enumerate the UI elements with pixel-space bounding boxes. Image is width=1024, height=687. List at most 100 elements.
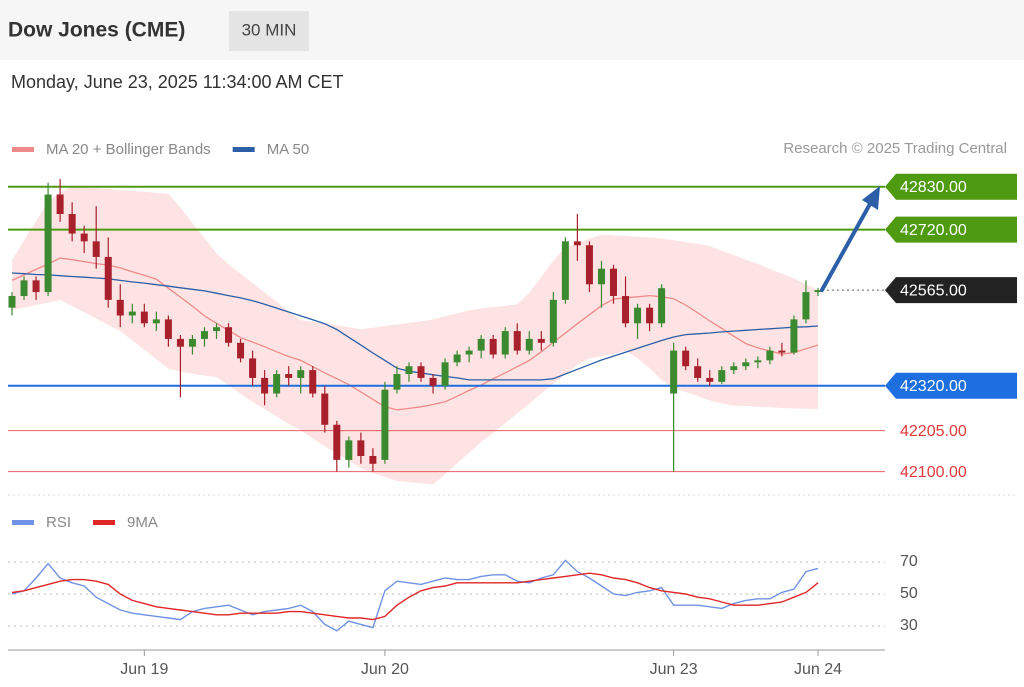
- candle-body: [152, 319, 160, 324]
- candle-body: [116, 299, 124, 316]
- candle-body: [489, 338, 497, 355]
- forecast-arrow-head: [862, 186, 880, 210]
- candle-body: [128, 311, 136, 316]
- candle-body: [766, 350, 774, 361]
- candle-body: [225, 327, 233, 343]
- level-label-box: [885, 216, 1017, 243]
- candle-body: [92, 241, 100, 257]
- candle-body: [68, 214, 76, 234]
- subtitle: Monday, June 23, 2025 11:34:00 AM CET: [11, 72, 344, 92]
- candle-body: [453, 354, 461, 363]
- candle-body: [237, 342, 245, 359]
- level-label-box: [885, 173, 1017, 200]
- candle-body: [477, 338, 485, 351]
- candle-body: [778, 350, 786, 353]
- overlay-line: [11, 257, 819, 411]
- candle-body: [32, 280, 40, 293]
- x-tick-label: Jun 19: [120, 661, 168, 678]
- candle-body: [345, 440, 353, 460]
- candle-body: [429, 377, 437, 386]
- candle-body: [249, 358, 257, 378]
- candle-body: [188, 338, 196, 347]
- candle-body: [261, 377, 269, 394]
- candle-body: [597, 268, 605, 285]
- legend-label: RSI: [46, 514, 71, 531]
- candle-body: [80, 233, 88, 242]
- candle-body: [525, 338, 533, 351]
- candle-body: [682, 350, 690, 367]
- candle-body: [658, 288, 666, 324]
- candle-body: [670, 350, 678, 394]
- candle-body: [369, 455, 377, 464]
- candle-body: [381, 389, 389, 460]
- level-label: 42830.00: [900, 179, 967, 196]
- candle-body: [622, 295, 630, 324]
- candle-body: [176, 338, 184, 347]
- candle-body: [790, 319, 798, 353]
- candle-body: [309, 370, 317, 394]
- candle-body: [465, 350, 473, 355]
- source: Research © 2025 Trading Central: [783, 140, 1007, 157]
- candle-body: [200, 331, 208, 339]
- legend-label: MA 50: [267, 141, 310, 158]
- candle-body: [634, 307, 642, 324]
- rsi-line: [11, 559, 819, 632]
- bollinger-band: [12, 186, 818, 485]
- candle-body: [56, 194, 64, 215]
- candle-body: [742, 362, 750, 367]
- candle-body: [441, 362, 449, 386]
- candle-body: [417, 366, 425, 378]
- legend-swatch: [12, 520, 34, 525]
- candle-body: [549, 299, 557, 343]
- chart-title: Dow Jones (CME): [8, 19, 185, 42]
- candle-body: [273, 374, 281, 394]
- candle-body: [285, 374, 293, 378]
- x-tick-label: Jun 24: [794, 661, 842, 678]
- x-tick-label: Jun 23: [650, 661, 698, 678]
- candle-body: [754, 360, 762, 363]
- candle-body: [694, 366, 702, 378]
- candle-body: [393, 374, 401, 390]
- legend-swatch: [12, 147, 34, 152]
- candle-body: [501, 331, 509, 355]
- candle-body: [297, 370, 305, 378]
- legend-swatch: [232, 147, 255, 152]
- candle-body: [405, 366, 413, 375]
- candle-body: [646, 307, 654, 324]
- candle-body: [333, 424, 341, 460]
- y-tick-label: 30: [900, 617, 918, 634]
- level-label: 42720.00: [900, 222, 967, 239]
- level-label: 42100.00: [900, 464, 967, 481]
- candle-body: [104, 256, 112, 300]
- rsi-panel: RSI 9MA 30 50 70: [8, 514, 918, 634]
- candle-body: [802, 292, 810, 320]
- level-label-box: [885, 277, 1017, 304]
- legend-swatch: [93, 520, 116, 525]
- candle-body: [537, 338, 545, 343]
- interval: 30 MIN: [242, 20, 297, 39]
- candle-body: [561, 241, 569, 300]
- candle-body: [321, 393, 329, 425]
- candle-body: [585, 245, 593, 285]
- candle-body: [213, 327, 221, 332]
- candle-body: [8, 295, 16, 308]
- candle-body: [44, 194, 52, 293]
- header-bg: [0, 0, 1024, 60]
- forecast-arrow: [820, 202, 872, 292]
- y-tick-label: 50: [900, 585, 918, 602]
- candle-body: [164, 319, 172, 339]
- rsi-line: [11, 572, 819, 621]
- level-label: 42565.00: [900, 282, 967, 299]
- candle-body: [513, 331, 521, 351]
- candle-body: [730, 366, 738, 371]
- legend-label: 9MA: [127, 514, 158, 531]
- x-tick-label: Jun 20: [361, 661, 409, 678]
- candle-body: [706, 377, 714, 382]
- candle-body: [20, 280, 28, 296]
- level-label: 42320.00: [900, 378, 967, 395]
- level-label-box: [885, 372, 1017, 399]
- candle-body: [573, 241, 581, 246]
- candle-body: [814, 290, 822, 293]
